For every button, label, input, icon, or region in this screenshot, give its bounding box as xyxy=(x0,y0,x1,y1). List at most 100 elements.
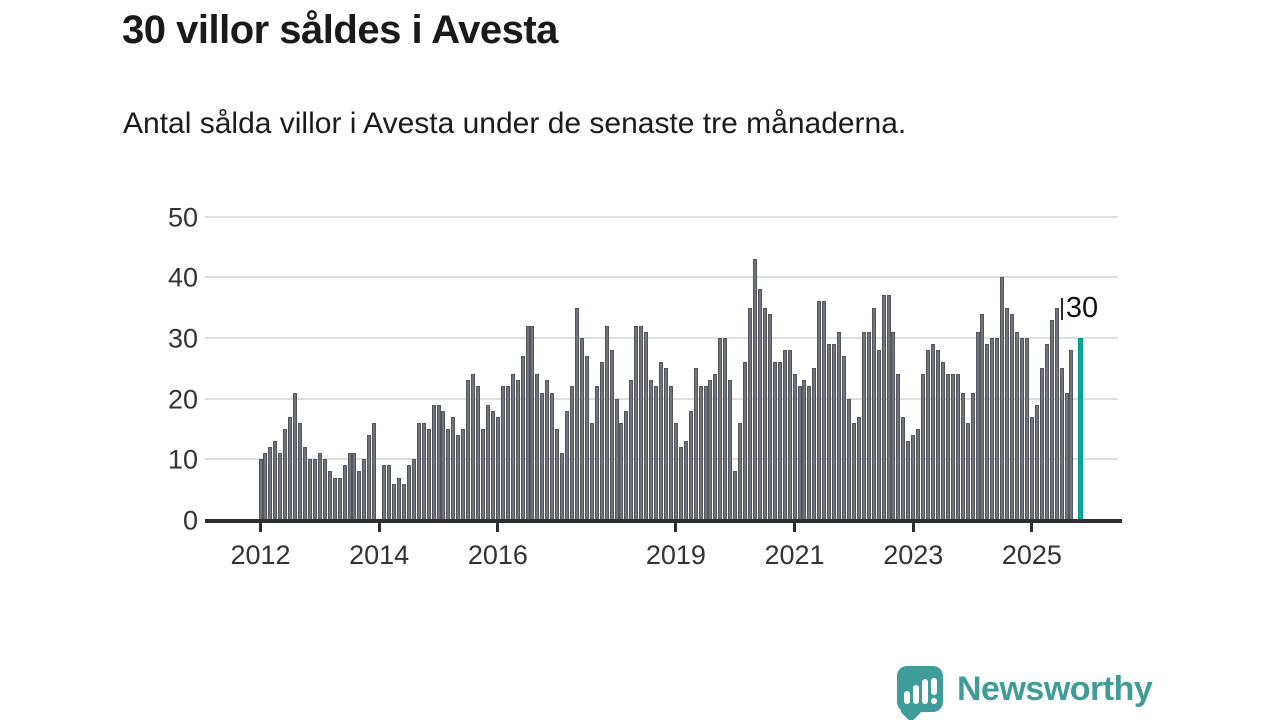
bar xyxy=(975,331,980,520)
bar xyxy=(1000,277,1005,520)
bar xyxy=(550,392,555,520)
bar xyxy=(842,356,846,520)
bar xyxy=(723,337,728,520)
bar xyxy=(1029,416,1034,520)
bar xyxy=(570,386,575,520)
gridline xyxy=(205,276,1118,279)
bar xyxy=(663,368,668,520)
bar xyxy=(856,416,861,520)
y-axis-label: 0 xyxy=(182,505,198,536)
bar xyxy=(520,356,525,520)
bar xyxy=(629,380,634,520)
bar xyxy=(911,435,916,520)
bar xyxy=(401,483,406,520)
bar xyxy=(268,447,273,520)
bar xyxy=(1034,404,1039,520)
bar xyxy=(926,350,931,520)
x-axis-tick xyxy=(793,523,797,532)
bar xyxy=(500,386,505,520)
bar xyxy=(525,325,530,520)
bar xyxy=(342,465,347,520)
bar xyxy=(288,416,293,520)
bar xyxy=(832,343,837,520)
bar xyxy=(861,331,866,520)
bar xyxy=(767,313,772,520)
bar xyxy=(881,295,886,520)
bar xyxy=(530,325,535,520)
bar xyxy=(535,374,540,520)
bar xyxy=(362,459,367,520)
bar xyxy=(802,380,807,520)
bar xyxy=(461,428,466,520)
bar xyxy=(970,392,975,520)
bar xyxy=(713,374,718,520)
bar xyxy=(382,465,387,520)
bar xyxy=(278,453,283,520)
bar xyxy=(787,350,792,520)
bar xyxy=(307,459,312,520)
x-axis-tick xyxy=(1030,523,1034,532)
bar xyxy=(431,404,436,520)
bar xyxy=(985,343,990,520)
bar xyxy=(1020,337,1025,520)
bar xyxy=(589,422,594,520)
bar xyxy=(817,301,822,520)
gridline xyxy=(205,336,1118,339)
y-axis-label: 20 xyxy=(167,384,198,415)
bar xyxy=(896,374,901,520)
bar xyxy=(263,453,268,520)
bar xyxy=(733,471,738,520)
x-axis-label: 2021 xyxy=(764,540,825,570)
bar xyxy=(1049,319,1054,520)
bar xyxy=(639,325,644,520)
bar xyxy=(446,428,451,520)
bar xyxy=(471,374,476,520)
bar xyxy=(659,362,664,520)
bar xyxy=(604,325,609,520)
x-axis-label: 2019 xyxy=(645,540,706,570)
bar xyxy=(426,428,431,520)
bar xyxy=(906,441,911,520)
bar xyxy=(298,422,303,520)
bar xyxy=(392,483,396,520)
bar xyxy=(505,386,510,520)
bar xyxy=(1039,368,1044,520)
bar xyxy=(1010,313,1015,520)
page-title: 30 villor såldes i Avesta xyxy=(122,8,558,52)
y-axis-label: 10 xyxy=(167,444,198,475)
bar xyxy=(980,313,985,520)
highlighted-latest-bar xyxy=(1077,337,1083,520)
bar xyxy=(574,307,579,520)
bar xyxy=(327,471,332,520)
bar xyxy=(728,380,733,520)
bar xyxy=(540,392,545,520)
bar xyxy=(634,325,639,520)
bar xyxy=(560,453,565,520)
bar xyxy=(411,459,416,520)
bar xyxy=(1054,307,1059,520)
bar xyxy=(372,422,377,520)
bar xyxy=(921,374,926,520)
bar xyxy=(312,459,317,520)
bar xyxy=(396,477,401,520)
bar xyxy=(456,435,461,520)
bar xyxy=(1044,343,1049,520)
x-axis-tick xyxy=(496,523,500,532)
bar xyxy=(777,362,782,520)
bar xyxy=(258,459,263,520)
bar xyxy=(303,447,307,520)
bar xyxy=(753,258,757,520)
bar xyxy=(876,350,881,520)
bar xyxy=(955,374,960,520)
bar xyxy=(1064,392,1069,520)
bar xyxy=(565,410,570,520)
bar xyxy=(495,416,500,520)
bar xyxy=(693,368,698,520)
bar xyxy=(273,441,278,520)
bar xyxy=(436,404,441,520)
bar xyxy=(1059,368,1064,520)
bar xyxy=(960,392,965,520)
bar xyxy=(347,453,352,520)
bar xyxy=(678,447,683,520)
